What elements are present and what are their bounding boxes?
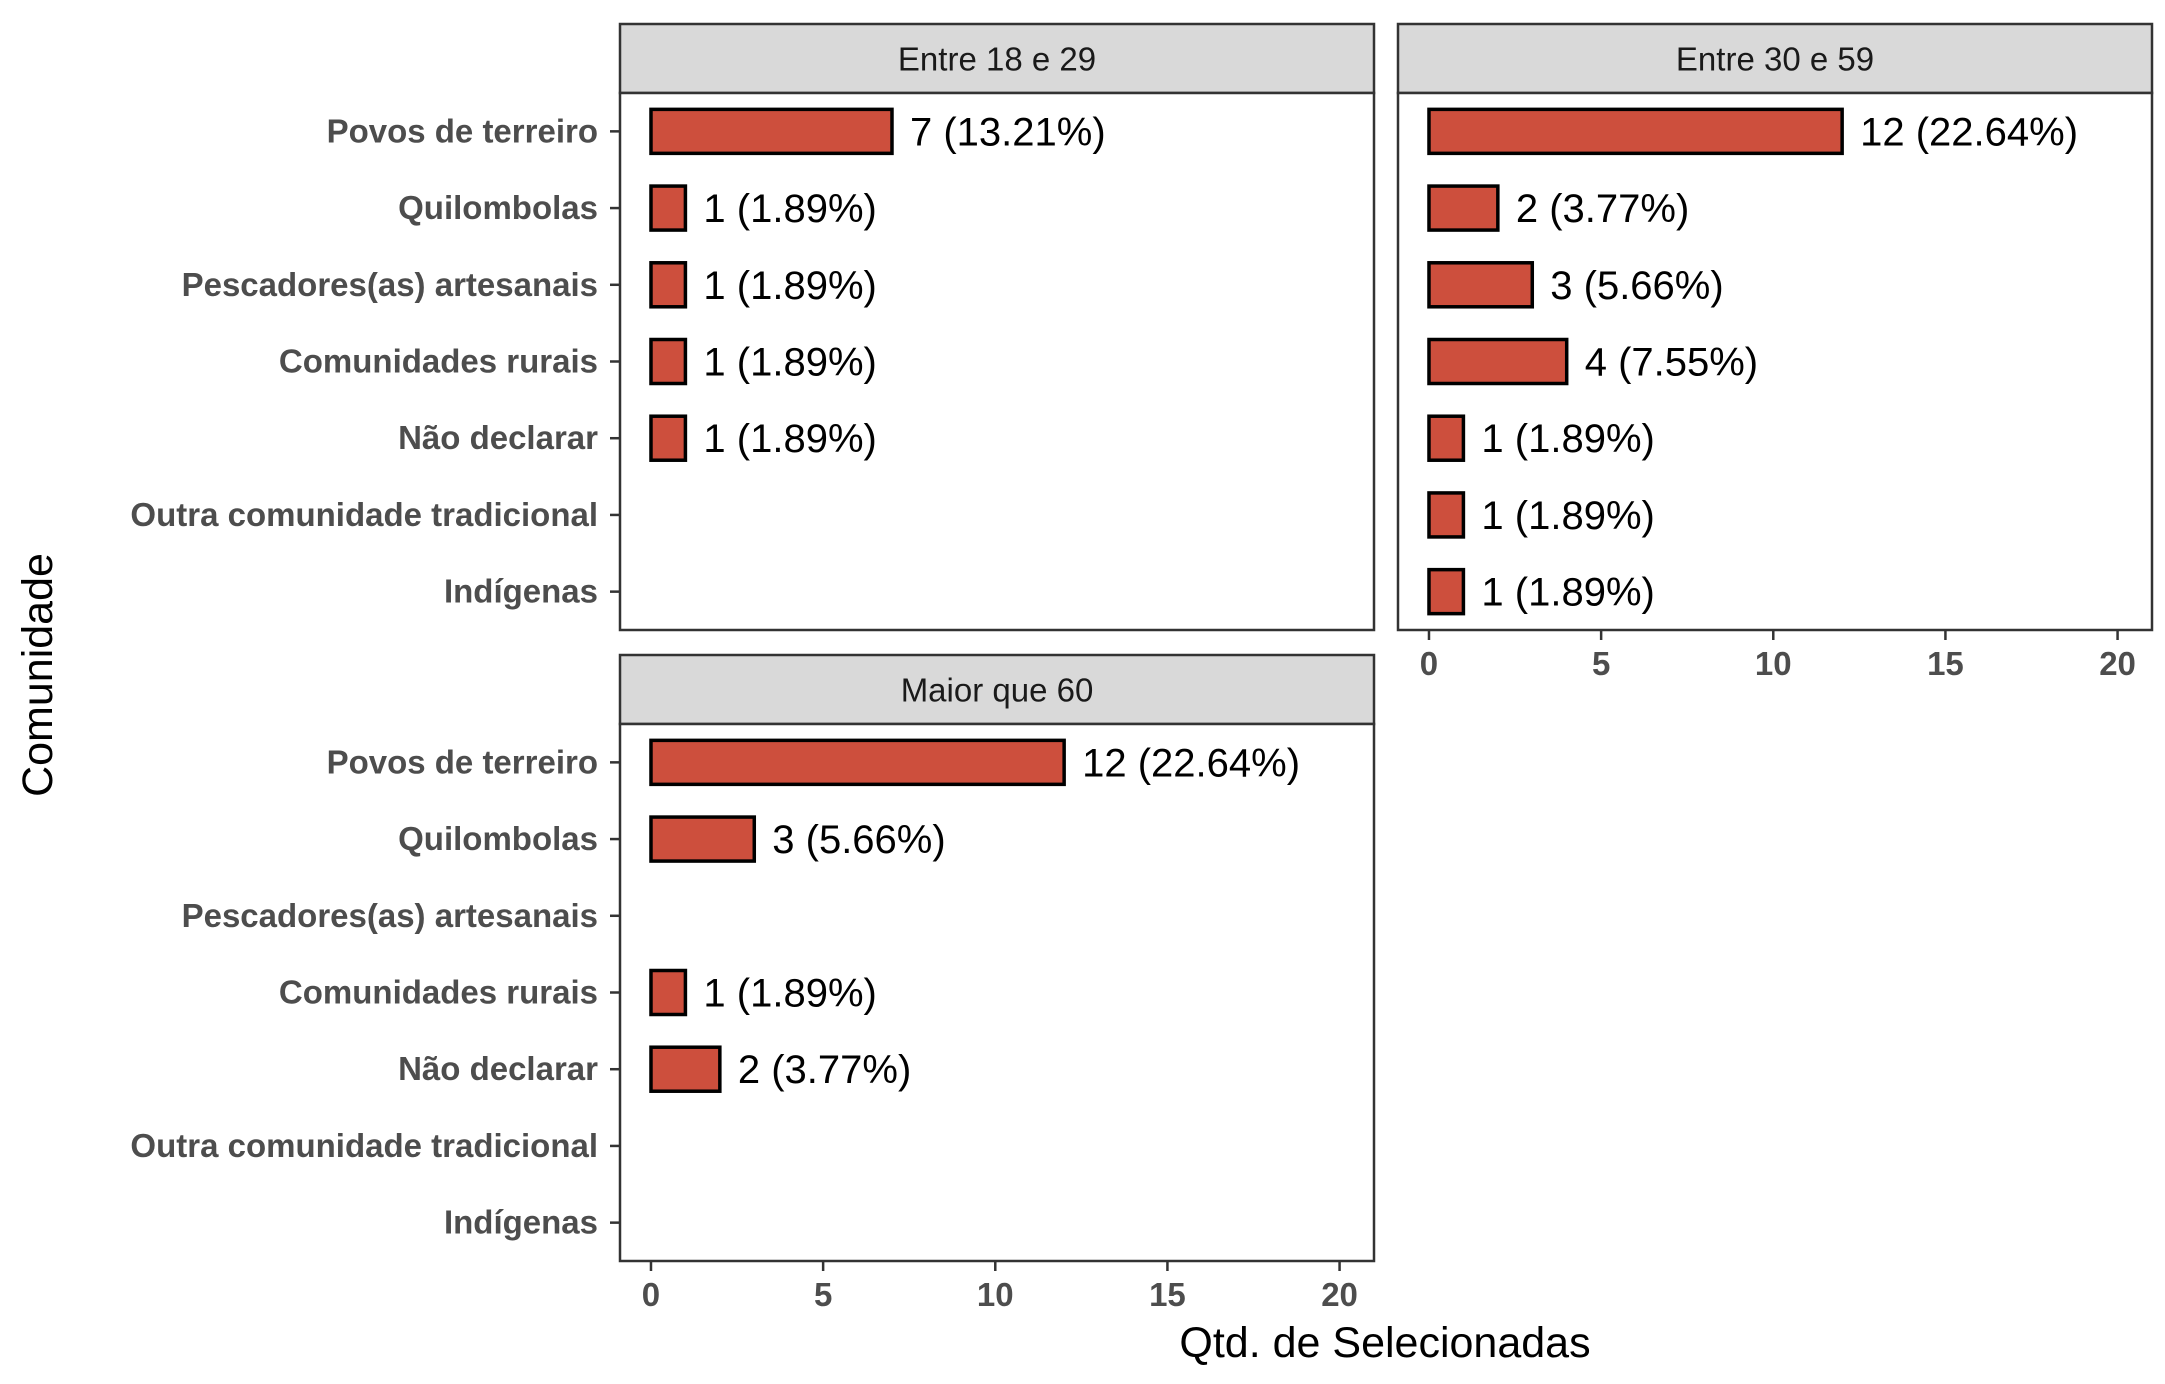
x-tick-label-panel2-3: 10 bbox=[1755, 645, 1792, 682]
bar-panel3-1 bbox=[649, 738, 1066, 787]
category-label-panel3-7: Indígenas bbox=[444, 1204, 598, 1241]
value-label-panel1-2: 1 (1.89%) bbox=[703, 187, 876, 231]
category-label-panel3-4: Comunidades rurais bbox=[279, 974, 598, 1011]
bar-panel1-4 bbox=[649, 337, 688, 386]
y-axis-title: Comunidade bbox=[14, 553, 62, 797]
value-label-panel1-1: 7 (13.21%) bbox=[910, 110, 1106, 154]
value-label-panel2-4: 4 (7.55%) bbox=[1585, 341, 1758, 385]
bar-panel3-4 bbox=[649, 968, 688, 1017]
value-label-panel2-6: 1 (1.89%) bbox=[1481, 494, 1654, 538]
category-label-panel1-7: Indígenas bbox=[444, 573, 598, 610]
bar-panel2-5 bbox=[1427, 414, 1466, 462]
x-tick-label-panel3-3: 10 bbox=[977, 1276, 1014, 1313]
value-label-panel1-3: 1 (1.89%) bbox=[703, 264, 876, 308]
value-label-panel2-1: 12 (22.64%) bbox=[1860, 110, 2078, 154]
panel-strip-title-3: Maior que 60 bbox=[901, 672, 1094, 709]
category-label-panel3-6: Outra comunidade tradicional bbox=[130, 1127, 598, 1164]
x-tick-label-panel2-1: 0 bbox=[1420, 645, 1438, 682]
x-tick-label-panel3-5: 20 bbox=[1321, 1276, 1358, 1313]
bar-panel2-4 bbox=[1427, 337, 1569, 386]
value-label-panel1-5: 1 (1.89%) bbox=[703, 417, 876, 461]
category-label-panel3-2: Quilombolas bbox=[398, 820, 598, 857]
x-tick-label-panel3-1: 0 bbox=[642, 1276, 660, 1313]
category-label-panel3-5: Não declarar bbox=[398, 1050, 598, 1087]
value-label-panel3-4: 1 (1.89%) bbox=[703, 972, 876, 1016]
category-label-panel1-1: Povos de terreiro bbox=[327, 112, 598, 149]
category-label-panel3-3: Pescadores(as) artesanais bbox=[182, 897, 598, 934]
panel-strip-2 bbox=[1396, 22, 2154, 95]
category-label-panel3-1: Povos de terreiro bbox=[327, 743, 598, 780]
value-label-panel1-4: 1 (1.89%) bbox=[703, 341, 876, 385]
category-label-panel1-5: Não declarar bbox=[398, 419, 598, 456]
value-label-panel3-5: 2 (3.77%) bbox=[738, 1048, 911, 1092]
panel-border-1 bbox=[618, 91, 1376, 632]
category-label-panel1-2: Quilombolas bbox=[398, 189, 598, 226]
panel-strip-1 bbox=[618, 22, 1376, 95]
bar-panel3-5 bbox=[649, 1045, 722, 1093]
value-label-panel2-3: 3 (5.66%) bbox=[1550, 264, 1723, 308]
bar-panel1-1 bbox=[649, 107, 894, 156]
x-tick-label-panel3-4: 15 bbox=[1149, 1276, 1186, 1313]
x-axis-title: Qtd. de Selecionadas bbox=[1179, 1319, 1590, 1367]
value-label-panel2-2: 2 (3.77%) bbox=[1516, 187, 1689, 231]
x-tick-label-panel3-2: 5 bbox=[814, 1276, 832, 1313]
value-label-panel3-1: 12 (22.64%) bbox=[1082, 741, 1300, 785]
category-label-panel1-6: Outra comunidade tradicional bbox=[130, 496, 598, 533]
bar-panel2-3 bbox=[1427, 261, 1535, 309]
value-label-panel2-5: 1 (1.89%) bbox=[1481, 417, 1654, 461]
bar-panel2-1 bbox=[1427, 107, 1844, 156]
bar-panel1-2 bbox=[649, 184, 688, 232]
panel-strip-title-1: Entre 18 e 29 bbox=[898, 41, 1096, 78]
bar-panel3-2 bbox=[649, 815, 757, 863]
bar-panel1-3 bbox=[649, 261, 688, 309]
value-label-panel3-2: 3 (5.66%) bbox=[772, 818, 945, 862]
bar-panel1-5 bbox=[649, 414, 688, 462]
value-label-panel2-7: 1 (1.89%) bbox=[1481, 571, 1654, 615]
x-tick-label-panel2-5: 20 bbox=[2099, 645, 2136, 682]
x-tick-label-panel2-2: 5 bbox=[1592, 645, 1610, 682]
bar-panel2-6 bbox=[1427, 491, 1466, 539]
x-tick-label-panel2-4: 15 bbox=[1927, 645, 1964, 682]
bar-panel2-7 bbox=[1427, 567, 1466, 616]
category-label-panel1-4: Comunidades rurais bbox=[279, 343, 598, 380]
panel-strip-title-2: Entre 30 e 59 bbox=[1676, 41, 1874, 78]
bar-panel2-2 bbox=[1427, 184, 1500, 232]
category-label-panel1-3: Pescadores(as) artesanais bbox=[182, 266, 598, 303]
panel-border-3 bbox=[618, 722, 1376, 1263]
